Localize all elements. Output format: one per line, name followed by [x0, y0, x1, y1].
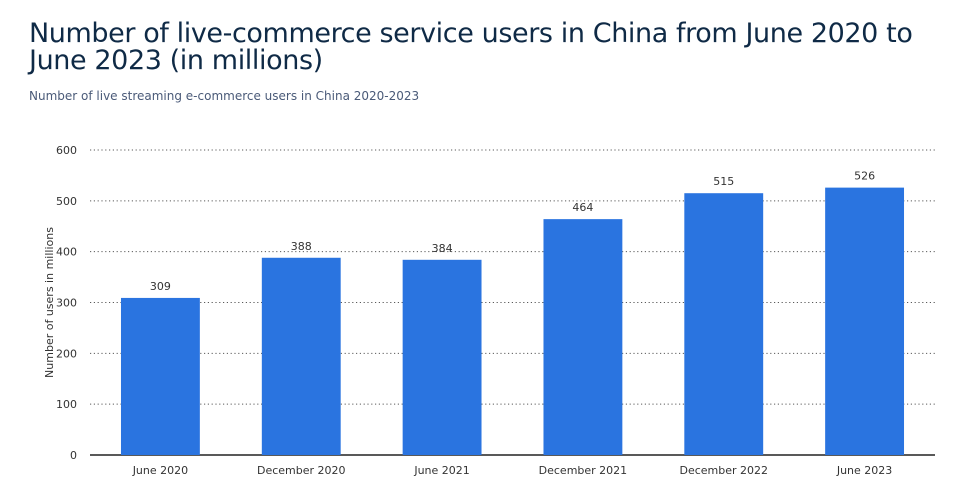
y-tick-label: 0 [70, 449, 77, 462]
y-tick-label: 500 [56, 195, 77, 208]
data-label: 464 [572, 201, 593, 214]
data-label: 388 [291, 240, 312, 253]
x-tick-label: June 2023 [836, 464, 892, 477]
y-tick-label: 400 [56, 246, 77, 259]
bar-1 [120, 297, 200, 455]
bar-6 [825, 187, 905, 455]
data-label: 515 [713, 175, 734, 188]
chart-subtitle: Number of live streaming e-commerce user… [29, 89, 420, 103]
data-label: 526 [854, 170, 875, 183]
bar-5 [684, 193, 764, 456]
y-tick-label: 600 [56, 144, 77, 157]
x-tick-label: June 2021 [413, 464, 469, 477]
y-tick-label: 300 [56, 297, 77, 310]
data-label: 384 [432, 242, 453, 255]
x-tick-label: June 2020 [132, 464, 188, 477]
y-tick-label: 200 [56, 347, 77, 360]
bar-3 [402, 259, 482, 455]
x-tick-label: December 2022 [679, 464, 768, 477]
x-tick-label: December 2020 [257, 464, 346, 477]
y-axis-label: Number of users in millions [43, 227, 56, 378]
bar-4 [543, 219, 623, 455]
x-tick-label: December 2021 [539, 464, 628, 477]
data-label: 309 [150, 280, 171, 293]
y-tick-label: 100 [56, 398, 77, 411]
bar-2 [261, 257, 341, 455]
chart-title: Number of live-commerce service users in… [29, 18, 913, 76]
